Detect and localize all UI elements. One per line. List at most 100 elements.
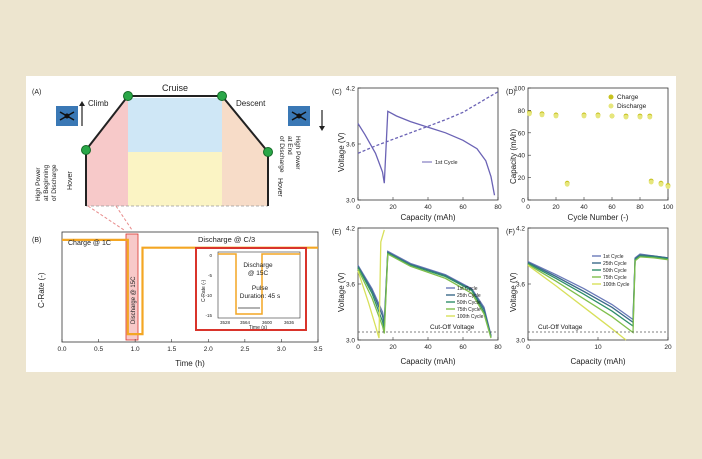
cruise-phase-blue [128, 98, 222, 152]
f-ytick-label: 4.2 [516, 226, 525, 233]
f-ytick-label: 3.0 [516, 338, 525, 345]
climb-label: Climb [88, 99, 109, 108]
d-legend-swatch-discharge [608, 103, 614, 109]
panel-c-label: (C) [332, 89, 342, 96]
node-hover-end [263, 147, 273, 157]
b-xtick-label: 2.0 [204, 346, 213, 353]
d-ylabel: Capacity (mAh) [509, 129, 518, 184]
c-ytick-label: 3.0 [346, 198, 355, 205]
d-ytick-label: 40 [518, 153, 526, 160]
c-ytick-label: 3.6 [346, 142, 355, 149]
node-hover-start [81, 145, 91, 155]
power-begin-line-2: at Beginning [43, 164, 50, 201]
e-xtick-label: 80 [494, 344, 502, 351]
inset-duration-label: Duration: 45 s [240, 293, 281, 300]
e-xtick-label: 20 [389, 344, 397, 351]
c-legend-label: 1st Cycle [435, 160, 458, 166]
c-xtick-label: 60 [459, 204, 467, 211]
descent-arrowhead [319, 126, 325, 131]
e-series-line-3 [357, 253, 492, 339]
power-end-line-1: High Power [294, 136, 301, 170]
f-series-line-1 [527, 254, 669, 324]
cruise-phase-yellow [128, 152, 222, 206]
f-series-line-4 [527, 264, 627, 341]
f-series-line-0 [527, 253, 669, 321]
inset-annot-discharge: Discharge [243, 262, 273, 269]
d-point-1-7 [623, 114, 629, 120]
c-series-group [357, 91, 499, 196]
panel-e-label: (E) [332, 229, 341, 236]
d-xtick-label: 100 [663, 204, 674, 211]
panel-c: (C) 1st Cycle 0 20 40 60 80 3.0 3.6 4.2 Capacit… [332, 86, 502, 223]
f-xtick-label: 20 [664, 344, 672, 351]
panel-b-frame [61, 231, 319, 343]
inset-xtick-1: 3564 [240, 320, 251, 325]
inset-ytick-0: 0 [209, 253, 212, 258]
e-ticks: 0 20 40 60 80 3.0 3.6 4.2 [346, 226, 502, 352]
b-xtick-label: 2.5 [240, 346, 249, 353]
d-xlabel: Cycle Number (-) [568, 213, 629, 222]
d-point-1-8 [637, 114, 643, 120]
f-legend-label-0: 1st Cycle [603, 254, 624, 260]
e-legend-label-1: 25th Cycle [457, 293, 481, 299]
d-ytick-label: 100 [514, 86, 525, 93]
b-xtick-label: 3.5 [313, 346, 322, 353]
panel-d-label: (D) [506, 89, 516, 96]
e-legend-label-4: 100th Cycle [457, 314, 484, 320]
d-series-group [527, 110, 671, 189]
e-xtick-label: 0 [356, 344, 360, 351]
power-end-line-2: at End [286, 136, 293, 155]
d-xtick-label: 20 [552, 204, 560, 211]
climb-arrowhead [79, 101, 85, 106]
descent-phase-fill [222, 98, 268, 206]
e-xtick-label: 60 [459, 344, 467, 351]
d-ticks: 0 20 40 60 80 100 0 20 40 60 80 100 [514, 86, 674, 212]
e-legend-label-2: 50th Cycle [457, 300, 481, 306]
b-xlabel: Time (h) [175, 359, 205, 368]
panel-d-frame [527, 87, 669, 201]
f-ytick-label: 3.6 [516, 282, 525, 289]
inset-ytick-1: -5 [208, 273, 212, 278]
b-ylabel: C-Rate (-) [37, 272, 46, 308]
d-point-1-3 [564, 181, 570, 187]
d-ytick-label: 20 [518, 175, 526, 182]
d-point-1-1 [539, 112, 545, 118]
d-point-1-0 [527, 111, 532, 117]
inset-ylabel: C-Rate (-) [201, 279, 207, 302]
f-xtick-label: 10 [594, 344, 602, 351]
b-inset: Discharge @ 15C Pulse Duration: 45 s 352… [195, 247, 307, 331]
f-series-group [527, 253, 669, 341]
d-point-1-9 [647, 114, 653, 120]
e-series-line-4 [357, 229, 385, 339]
power-end-line-3: of Discharge [278, 136, 285, 173]
f-xtick-label: 0 [526, 344, 530, 351]
c-ticks: 0 20 40 60 80 3.0 3.6 4.2 [346, 86, 502, 212]
d-point-1-11 [658, 181, 664, 187]
f-legend-label-1: 25th Cycle [603, 261, 627, 267]
f-ticks: 0 10 20 3.0 3.6 4.2 [516, 226, 672, 352]
inset-xtick-0: 3528 [220, 320, 231, 325]
d-point-1-12 [665, 184, 671, 189]
inset-xtick-3: 3636 [284, 320, 295, 325]
e-ytick-label: 4.2 [346, 226, 355, 233]
b-series-line [62, 238, 318, 336]
f-legend-label-4: 100th Cycle [603, 282, 630, 288]
c-series-line-1 [357, 91, 499, 154]
e-legend-label-3: 75th Cycle [457, 307, 481, 313]
d-xtick-label: 60 [608, 204, 616, 211]
drone-icon-left [56, 106, 78, 126]
f-legend-label-3: 75th Cycle [603, 275, 627, 281]
f-legend-label-2: 50th Cycle [603, 268, 627, 274]
f-xlabel: Capacity (mAh) [570, 357, 625, 366]
d-point-1-4 [581, 113, 587, 119]
figure-panel: (A) Cruise Climb Descent [26, 76, 676, 372]
b-xtick-label: 1.0 [131, 346, 140, 353]
c-series-line-0 [357, 110, 496, 196]
d-point-1-10 [648, 179, 654, 185]
e-xtick-label: 40 [424, 344, 432, 351]
e-ytick-label: 3.0 [346, 338, 355, 345]
flight-profile-line [85, 95, 269, 153]
d-legend-swatch-charge [608, 94, 614, 100]
